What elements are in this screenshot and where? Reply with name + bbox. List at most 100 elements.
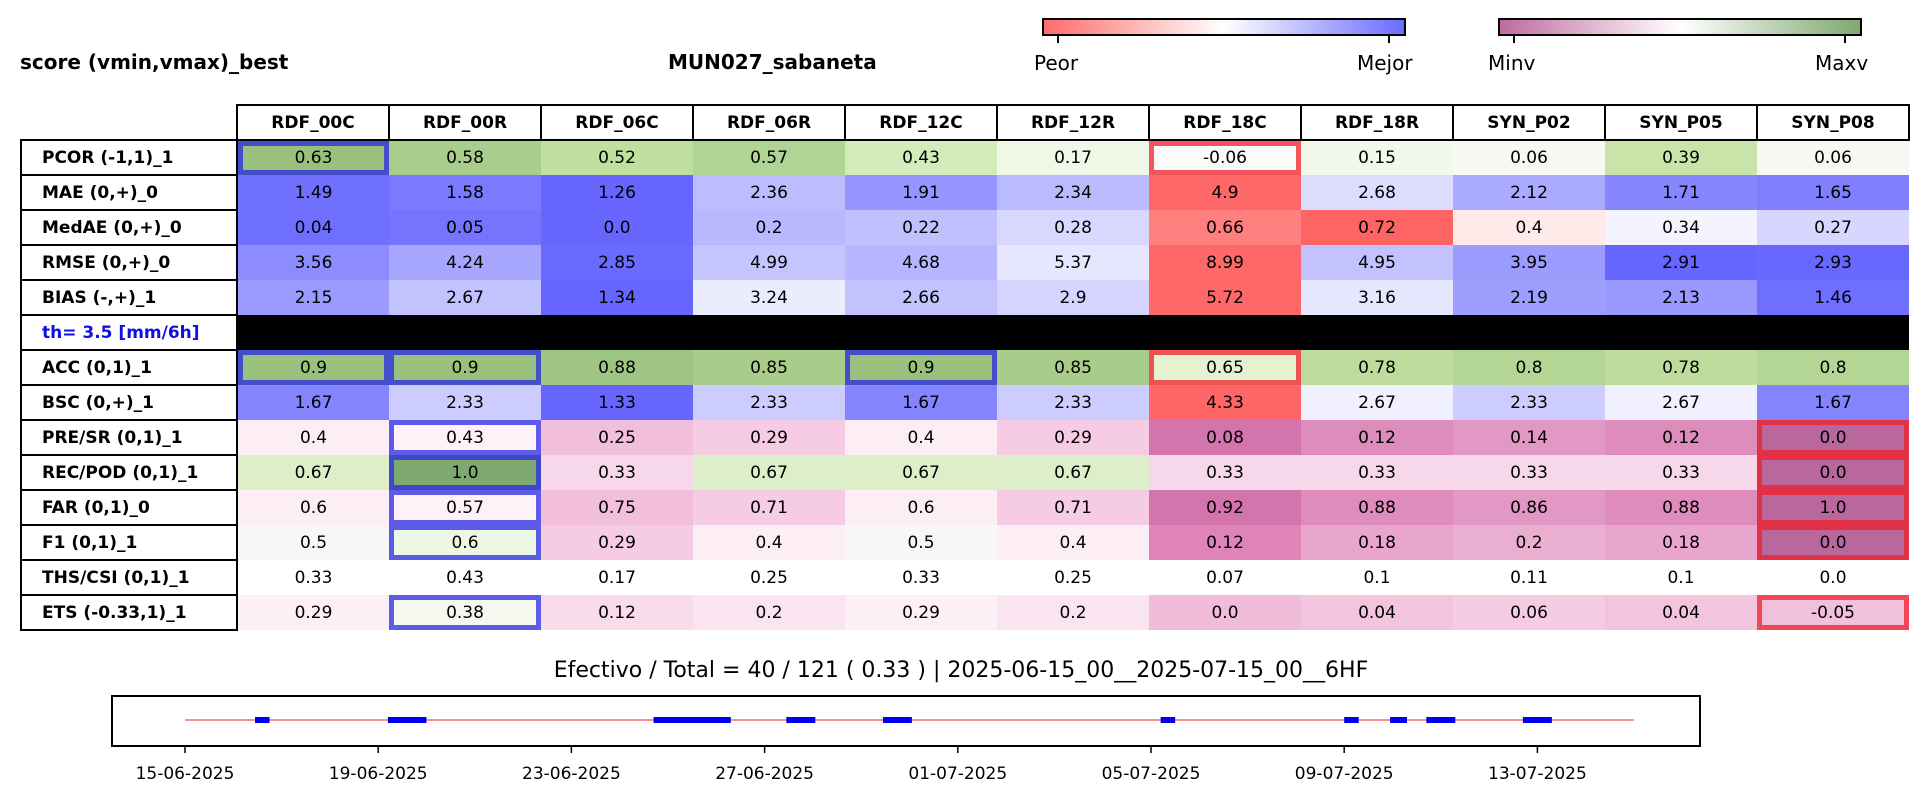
heatmap-cell: 2.15 [237,280,389,315]
heatmap-cell: 0.67 [237,455,389,490]
heatmap-cell: 4.68 [845,245,997,280]
heatmap-cell: 0.57 [693,140,845,175]
heatmap-cell: 2.67 [1301,385,1453,420]
heatmap-cell: 2.85 [541,245,693,280]
heatmap-cell: 0.9 [237,350,389,385]
heatmap-cell: 2.67 [1605,385,1757,420]
heatmap-cell: 0.17 [541,560,693,595]
heatmap-cell: 0.1 [1301,560,1453,595]
heatmap-cell: 1.33 [541,385,693,420]
column-header: RDF_00C [236,104,390,141]
timeline-segment [1426,717,1456,723]
heatmap-cell: 0.4 [845,420,997,455]
timeline-tick-label: 09-07-2025 [1295,764,1394,784]
heatmap-cell: 0.11 [1453,560,1605,595]
heatmap-cell: 0.12 [1149,525,1301,560]
row-header: BIAS (-,+)_1 [20,279,238,316]
heatmap-cell: 0.29 [237,595,389,630]
heatmap-cell: 0.57 [389,490,541,525]
heatmap-cell: 1.0 [1757,490,1909,525]
table-row: REC/POD (0,1)_1 0.67 1.0 0.33 0.67 0.67 0.67 0.… [20,454,1909,491]
heatmap-cell: 2.33 [389,385,541,420]
heatmap-cell: 0.5 [237,525,389,560]
heatmap-cell: 0.38 [389,595,541,630]
heatmap-cell: 0.0 [1149,595,1301,630]
heatmap-cell: 0.78 [1301,350,1453,385]
heatmap-cell: 0.92 [1149,490,1301,525]
heatmap-cell: 0.43 [845,140,997,175]
row-header: BSC (0,+)_1 [20,384,238,421]
heatmap-cell: 1.67 [845,385,997,420]
heatmap-cell: 8.99 [1149,245,1301,280]
heatmap-cell: 1.58 [389,175,541,210]
heatmap-cell: 0.27 [1757,210,1909,245]
heatmap-cell: 0.33 [1453,455,1605,490]
heatmap-cell: 0.33 [541,455,693,490]
heatmap-cell: 5.72 [1149,280,1301,315]
row-header: MAE (0,+)_0 [20,174,238,211]
heatmap-cell: 0.9 [389,350,541,385]
heatmap-cell: 1.91 [845,175,997,210]
heatmap-cell: 2.68 [1301,175,1453,210]
heatmap-cell: 0.75 [541,490,693,525]
heatmap-cell: 0.0 [1757,560,1909,595]
heatmap-cell: 0.71 [693,490,845,525]
column-header: RDF_06C [540,104,694,141]
heatmap-cell: 0.04 [237,210,389,245]
heatmap-cell: 0.1 [1605,560,1757,595]
heatmap-cell: 0.15 [1301,140,1453,175]
heatmap-cell: 1.34 [541,280,693,315]
heatmap-cell: 0.85 [693,350,845,385]
heatmap-cell: 1.0 [389,455,541,490]
heatmap-cell: 0.72 [1301,210,1453,245]
heatmap-cell: 0.0 [1757,525,1909,560]
colorbar-label-mejor: Mejor [1357,51,1413,75]
heatmap-cell: 4.99 [693,245,845,280]
heatmap-cell: -0.06 [1149,140,1301,175]
heatmap-cell: 0.52 [541,140,693,175]
heatmap-cell: 0.22 [845,210,997,245]
heatmap-cell: 0.06 [1757,140,1909,175]
chart-title-center: MUN027_sabaneta [668,50,877,74]
timeline-segment [882,717,912,723]
heatmap-cell: 0.88 [1605,490,1757,525]
timeline-tick-label: 01-07-2025 [908,764,1007,784]
column-header: RDF_18R [1300,104,1454,141]
row-header: FAR (0,1)_0 [20,489,238,526]
timeline-tick-label: 13-07-2025 [1488,764,1587,784]
heatmap-cell: 1.67 [237,385,389,420]
heatmap-cell: 0.65 [1149,350,1301,385]
heatmap-cell: 2.33 [1453,385,1605,420]
heatmap-cell: 0.67 [693,455,845,490]
table-row: ACC (0,1)_1 0.9 0.9 0.88 0.85 0.9 0.85 0.65 0.78… [20,349,1909,386]
heatmap-cell: 0.06 [1453,140,1605,175]
column-header: SYN_P08 [1756,104,1910,141]
heatmap-cell: 2.91 [1605,245,1757,280]
heatmap-cell: 0.88 [1301,490,1453,525]
heatmap-cell: 0.85 [997,350,1149,385]
heatmap-cell: 0.33 [1605,455,1757,490]
heatmap-cell: 0.18 [1301,525,1453,560]
colorbar-tick [1844,35,1846,43]
heatmap-cell: 0.67 [997,455,1149,490]
timeline-frame [111,695,1701,747]
column-header: RDF_06R [692,104,846,141]
colorbar-minv-maxv [1498,18,1862,36]
heatmap-cell: 0.12 [541,595,693,630]
heatmap-cell: 2.67 [389,280,541,315]
colorbar-tick [1388,35,1390,43]
heatmap-cell: 3.24 [693,280,845,315]
threshold-row: th= 3.5 [mm/6h] [20,314,1909,351]
heatmap-cell: 0.2 [997,595,1149,630]
heatmap-cell: 0.05 [389,210,541,245]
row-header: ETS (-0.33,1)_1 [20,594,238,631]
heatmap-cell: 0.06 [1453,595,1605,630]
heatmap-cell: 4.24 [389,245,541,280]
table-row: MedAE (0,+)_0 0.04 0.05 0.0 0.2 0.22 0.28 0.66 0… [20,209,1909,246]
heatmap-cell: 4.33 [1149,385,1301,420]
heatmap-cell: 0.0 [1757,420,1909,455]
chart-title-left: score (vmin,vmax)_best [20,50,289,74]
heatmap-cell: 0.0 [1757,455,1909,490]
heatmap-cell: 0.2 [693,595,845,630]
